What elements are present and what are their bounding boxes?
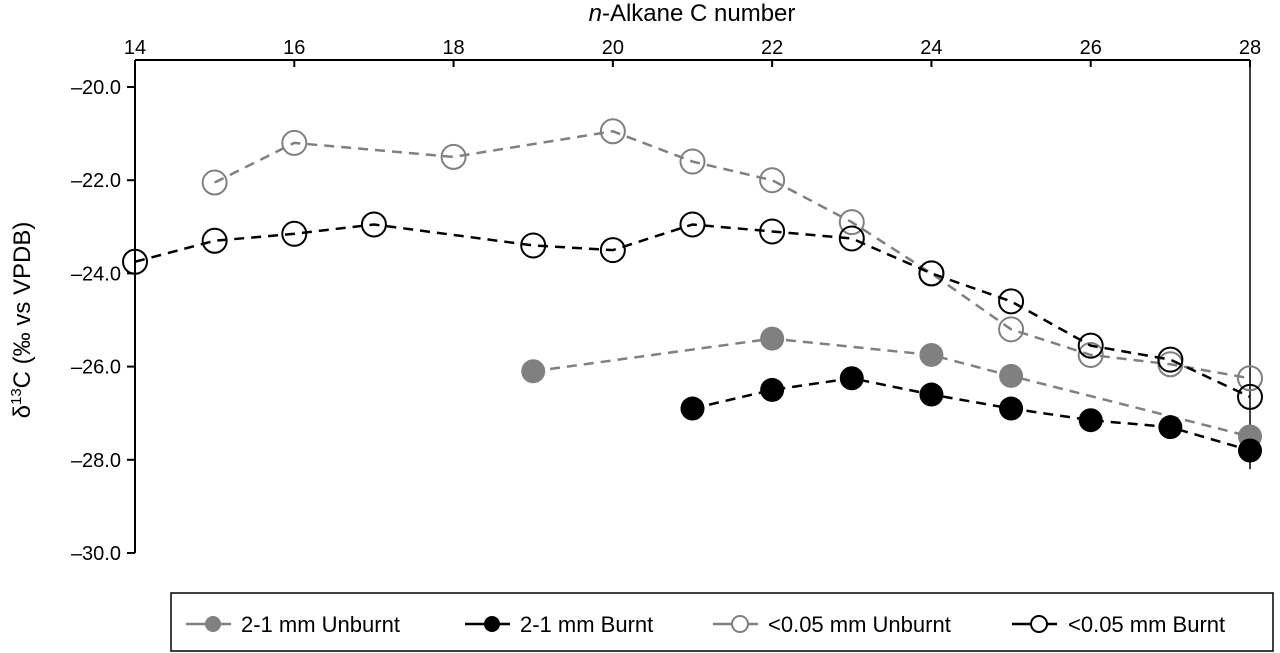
data-point	[999, 396, 1024, 421]
data-point	[680, 396, 705, 421]
series-3	[122, 211, 1263, 410]
legend-item-0: 2-1 mm Unburnt	[186, 612, 400, 637]
data-point	[201, 227, 228, 254]
data-point	[998, 288, 1025, 315]
x-tick-label: 26	[1080, 37, 1102, 59]
legend-box	[170, 592, 1274, 652]
x-tick-label: 24	[920, 37, 942, 59]
legend: 2-1 mm Unburnt 2-1 mm Burnt <0.05 mm Unbur…	[170, 592, 1274, 652]
y-tick-label: –22.0	[71, 170, 121, 192]
x-tick-label: 16	[283, 37, 305, 59]
data-point	[760, 326, 785, 351]
data-point	[1078, 408, 1103, 433]
series-line	[214, 129, 1251, 380]
data-point	[201, 169, 228, 196]
y-axis-title-rest: C (‰ vs VPDB)	[9, 222, 36, 389]
axes: 14 16 18 20 22 24 26 28 –20.0 –22.0 –24.0 –26.0 –28.…	[71, 37, 1261, 565]
data-point	[1237, 365, 1263, 392]
x-tick-label: 22	[761, 37, 783, 59]
data-point	[281, 129, 308, 156]
data-point	[440, 143, 467, 170]
data-point	[919, 342, 944, 367]
data-point	[1077, 332, 1104, 359]
y-tick-label: –26.0	[71, 357, 121, 379]
y-axis-title-prefix: δ	[9, 405, 36, 418]
series-line	[134, 223, 1251, 399]
legend-item-1: 2-1 mm Burnt	[465, 612, 653, 637]
data-point	[599, 118, 626, 145]
legend-label: <0.05 mm Burnt	[1068, 612, 1225, 637]
legend-marker	[205, 616, 221, 632]
legend-label: 2-1 mm Unburnt	[241, 612, 400, 637]
x-axis-title: n-Alkane C number	[589, 0, 796, 27]
data-point	[838, 209, 865, 236]
y-tick-label: –24.0	[71, 263, 121, 285]
y-tick-label: –30.0	[71, 543, 121, 565]
series-2	[201, 118, 1263, 392]
y-axis-title-superscript: 13	[8, 388, 25, 405]
data-point	[679, 211, 706, 238]
data-point	[521, 359, 546, 384]
x-tick-label: 20	[602, 37, 624, 59]
data-point	[999, 363, 1024, 388]
y-axis-title: δ13C (‰ vs VPDB)	[8, 222, 36, 419]
data-point	[1157, 346, 1184, 373]
legend-label: 2-1 mm Burnt	[520, 612, 653, 637]
legend-item-3: <0.05 mm Burnt	[1012, 612, 1225, 637]
data-point	[759, 218, 786, 245]
data-point	[919, 382, 944, 407]
series-line	[533, 337, 1251, 438]
data-point	[599, 237, 626, 264]
data-point	[838, 225, 865, 252]
data-point	[759, 167, 786, 194]
data-point	[360, 211, 387, 238]
legend-label: <0.05 mm Unburnt	[768, 612, 951, 637]
legend-marker	[1030, 615, 1048, 633]
data-point	[281, 220, 308, 247]
series-1	[680, 366, 1262, 463]
y-tick-label: –20.0	[71, 77, 121, 99]
data-point	[1237, 383, 1263, 410]
data-point	[1158, 415, 1183, 440]
x-axis-title-rest: -Alkane C number	[602, 0, 795, 27]
x-tick-label: 28	[1239, 37, 1261, 59]
legend-item-2: <0.05 mm Unburnt	[713, 612, 951, 637]
data-point	[122, 248, 148, 275]
data-point	[998, 316, 1025, 343]
legend-marker	[731, 615, 749, 633]
data-point	[760, 377, 785, 402]
x-tick-label: 18	[442, 37, 464, 59]
data-point	[839, 366, 864, 391]
data-point	[918, 260, 945, 287]
x-tick-label: 14	[124, 37, 146, 59]
x-axis-title-italic: n	[589, 0, 602, 27]
data-point	[1077, 341, 1104, 368]
series-0	[521, 326, 1262, 449]
data-point	[679, 148, 706, 175]
data-point	[1238, 438, 1262, 463]
series-layer	[122, 118, 1263, 463]
legend-marker	[484, 616, 500, 632]
data-point	[520, 232, 547, 259]
y-tick-label: –28.0	[71, 450, 121, 472]
